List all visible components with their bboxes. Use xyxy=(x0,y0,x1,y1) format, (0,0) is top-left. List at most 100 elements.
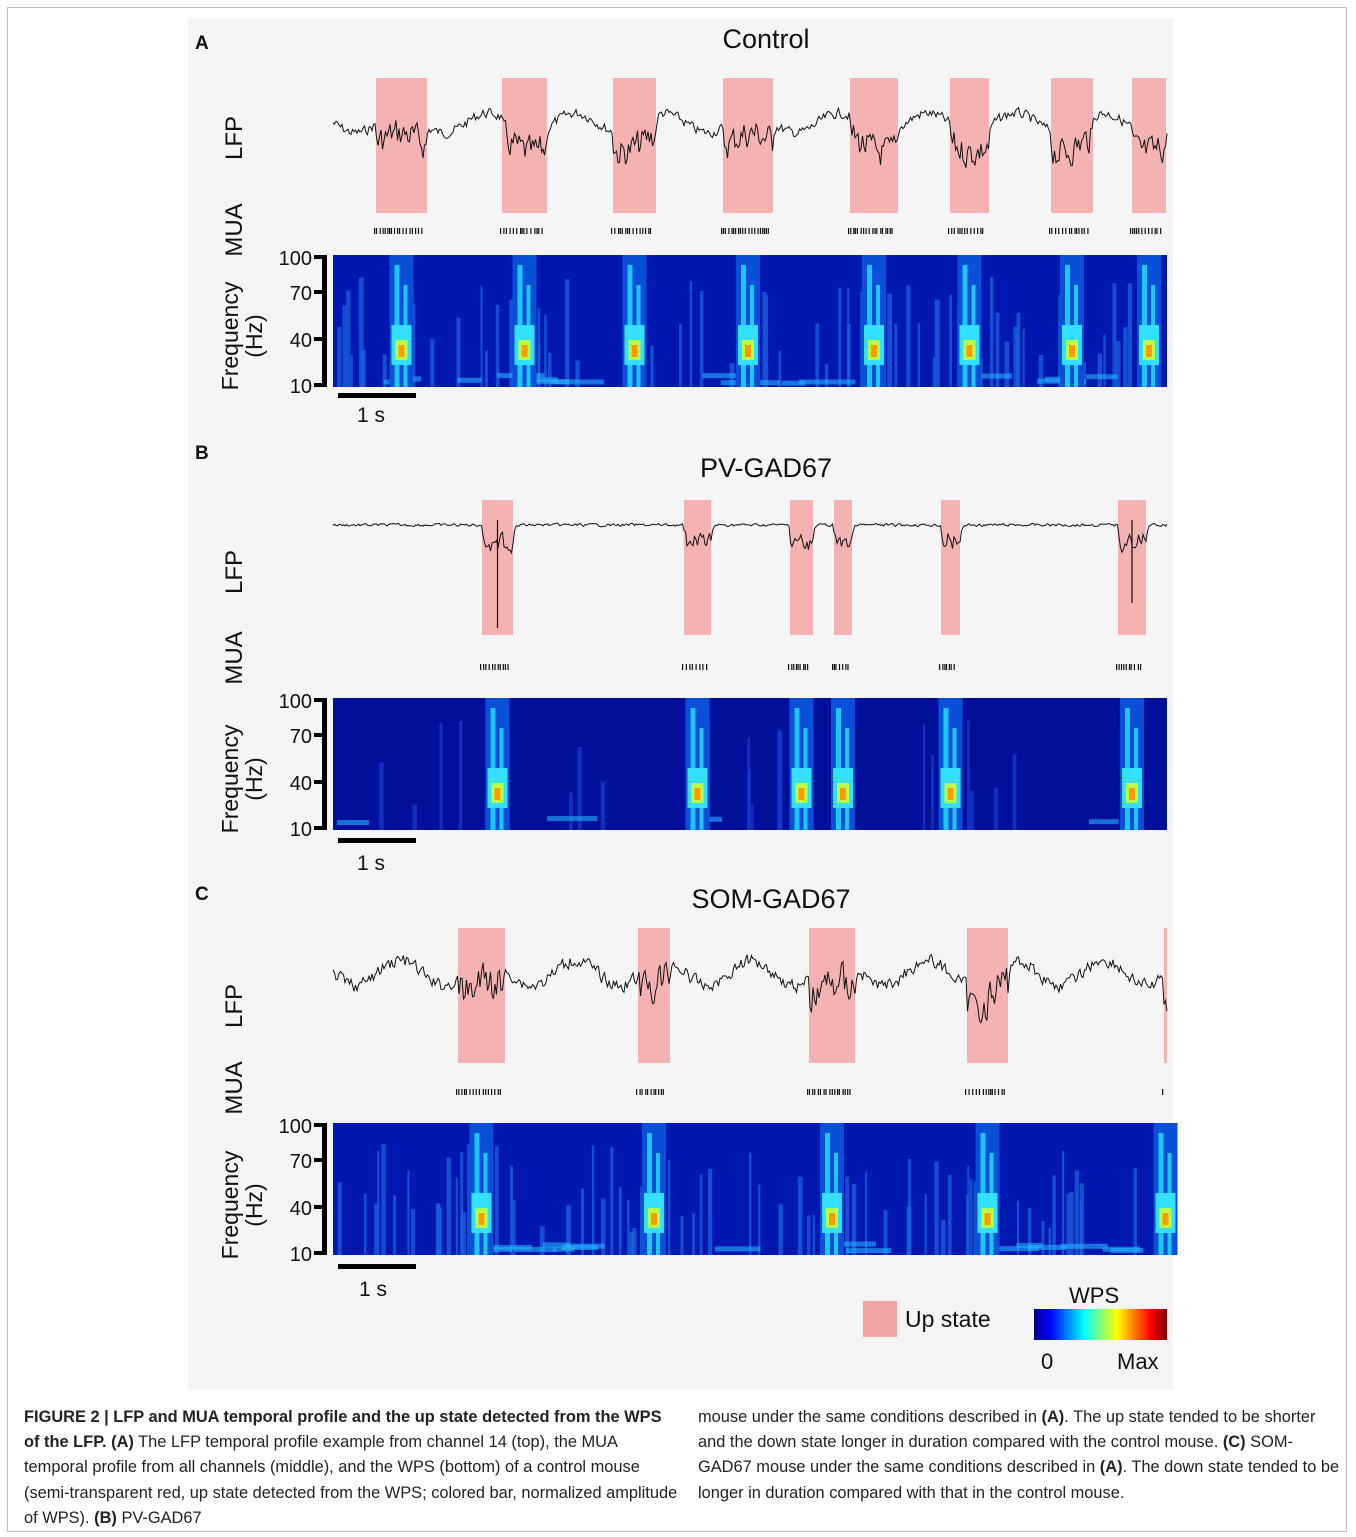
freq-axis-bar xyxy=(322,1123,327,1255)
mua-spike xyxy=(655,1089,657,1095)
mua-raster-c xyxy=(456,1089,1164,1095)
scale-bar-a xyxy=(338,393,416,398)
mua-spike xyxy=(793,664,795,670)
spectrogram-streak xyxy=(749,1152,752,1255)
mua-spike xyxy=(814,1089,816,1095)
spectrogram-streak xyxy=(1022,329,1025,387)
spectrogram-streak xyxy=(485,350,488,387)
spectrogram-streak xyxy=(940,1219,946,1255)
caption-b-ref: (A) xyxy=(1041,1408,1065,1426)
mua-spike xyxy=(619,228,621,234)
mua-spike xyxy=(945,664,948,670)
caption-c-ref: (A) xyxy=(1099,1458,1123,1477)
scale-label-c: 1 s xyxy=(359,1278,388,1301)
spectrogram-streak xyxy=(495,304,500,387)
mua-spike xyxy=(1137,664,1139,670)
mua-spike xyxy=(662,1089,664,1095)
spectrogram-streak xyxy=(1052,1175,1056,1255)
mua-spike xyxy=(497,1089,499,1095)
mua-spike xyxy=(465,1089,467,1095)
mua-spike xyxy=(748,228,750,234)
panel-letter-b: B xyxy=(195,443,209,464)
spectrogram-streak xyxy=(566,1205,571,1255)
spectrogram-streak xyxy=(689,281,693,387)
freq-axis-tick xyxy=(314,1205,326,1209)
mua-spike xyxy=(621,228,623,234)
spectrogram-streak xyxy=(342,305,347,387)
spectrogram-streak xyxy=(1115,341,1121,387)
mua-spike xyxy=(854,228,856,234)
freq-label-a: Frequency (Hz) xyxy=(217,281,267,391)
spectrogram-streak xyxy=(337,327,342,387)
spectrogram-a xyxy=(314,255,1167,387)
mua-spike xyxy=(491,1089,493,1095)
mua-spike xyxy=(521,228,523,234)
mua-spike xyxy=(853,228,855,234)
spectrogram-streak xyxy=(393,1195,397,1255)
spectrogram-streak xyxy=(765,295,769,387)
spectrogram-low-band xyxy=(1060,1243,1108,1249)
spectrogram-streak xyxy=(461,1212,467,1255)
burst-column xyxy=(1153,1123,1178,1255)
mua-spike xyxy=(1003,1089,1005,1095)
mua-spike xyxy=(754,228,756,234)
freq-axis-tick xyxy=(314,337,326,341)
mua-spike xyxy=(625,228,627,234)
spectrogram-streak xyxy=(838,287,842,387)
spectrogram-streak xyxy=(934,299,940,387)
mua-spike xyxy=(953,228,955,234)
spectrogram-low-band xyxy=(799,379,856,385)
spectrogram-streak xyxy=(966,1194,969,1255)
spectrogram-streak xyxy=(851,1184,857,1255)
burst-hotspot xyxy=(1129,788,1135,800)
caption-heading: FIGURE 2 | LFP and MUA temporal profile … xyxy=(24,1408,662,1452)
spectrogram-streak xyxy=(575,360,580,387)
spectrogram-streak xyxy=(480,286,483,387)
mua-spike xyxy=(639,228,641,234)
mua-spike xyxy=(833,664,835,670)
caption-a-label: (A) xyxy=(111,1433,134,1452)
mua-spike xyxy=(1132,228,1134,234)
mua-spike xyxy=(1162,1089,1164,1095)
mua-spike xyxy=(487,1089,489,1095)
spectrogram-streak xyxy=(1084,361,1087,387)
scale-bar-c xyxy=(338,1264,416,1269)
mua-spike xyxy=(863,228,865,234)
mua-spike xyxy=(1156,228,1158,234)
wps-colorbar xyxy=(1034,1309,1167,1340)
spectrogram-streak xyxy=(667,1160,671,1255)
mua-spike xyxy=(494,664,496,670)
mua-spike xyxy=(825,1089,827,1095)
up-state-window xyxy=(1164,928,1167,1063)
mua-spike xyxy=(872,228,874,234)
mua-spike xyxy=(865,228,867,234)
mua-spike xyxy=(534,228,536,234)
mua-spike xyxy=(885,228,887,234)
mua-spike xyxy=(660,1089,662,1095)
caption-left: FIGURE 2 | LFP and MUA temporal profile … xyxy=(24,1405,679,1531)
mua-spike xyxy=(530,228,532,234)
panel-title-c: SOM-GAD67 xyxy=(691,884,851,914)
mua-spike xyxy=(791,664,793,670)
mua-spike xyxy=(978,1089,980,1095)
mua-spike xyxy=(850,228,852,234)
mua-spike xyxy=(889,228,891,234)
mua-spike xyxy=(1118,664,1120,670)
mua-spike xyxy=(763,228,766,234)
spectrogram-streak xyxy=(747,769,751,830)
mua-spike xyxy=(1130,228,1132,234)
mua-spike xyxy=(649,228,652,234)
mua-spike xyxy=(950,664,952,670)
tick-a-10: 10 xyxy=(289,376,312,398)
burst-hotspot xyxy=(651,1213,657,1225)
spectrogram-streak xyxy=(1103,334,1106,387)
lfp-trace-a xyxy=(332,78,1168,213)
mua-spike xyxy=(485,1089,487,1095)
spectrogram-low-band xyxy=(547,816,598,822)
mua-spike xyxy=(417,228,420,234)
mua-spike xyxy=(757,228,759,234)
mua-spike xyxy=(1154,228,1156,234)
mua-spike xyxy=(994,1089,996,1095)
spectrogram-streak xyxy=(379,762,384,830)
mua-spike xyxy=(411,228,413,234)
